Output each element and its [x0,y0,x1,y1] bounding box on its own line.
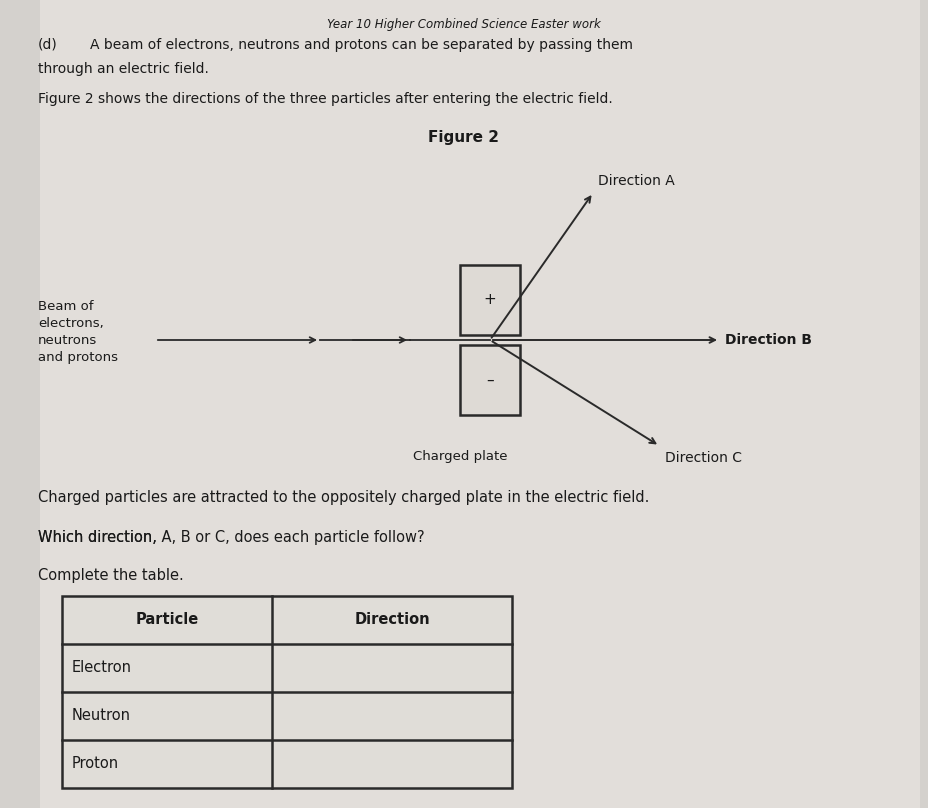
Text: A beam of electrons, neutrons and protons can be separated by passing them: A beam of electrons, neutrons and proton… [90,38,632,52]
Text: Electron: Electron [72,660,132,675]
Text: Charged plate: Charged plate [412,450,507,463]
Text: Proton: Proton [72,756,119,772]
Text: Charged particles are attracted to the oppositely charged plate in the electric : Charged particles are attracted to the o… [38,490,649,505]
Text: Direction A: Direction A [598,174,675,187]
Text: +: + [483,292,496,308]
Text: Year 10 Higher Combined Science Easter work: Year 10 Higher Combined Science Easter w… [327,18,600,31]
Text: Particle: Particle [135,612,199,628]
Text: Direction B: Direction B [724,333,811,347]
Text: –: – [485,372,494,388]
Bar [62,596,511,788]
Text: Beam of
electrons,
neutrons
and protons: Beam of electrons, neutrons and protons [38,300,118,364]
Text: through an electric field.: through an electric field. [38,62,209,76]
Text: Figure 2 shows the directions of the three particles after entering the electric: Figure 2 shows the directions of the thr… [38,92,612,106]
Bar [62,596,511,788]
Text: Direction: Direction [354,612,430,628]
Text: Neutron: Neutron [72,709,131,723]
Bar [459,345,520,415]
Text: (d): (d) [38,38,58,52]
Text: Figure 2: Figure 2 [428,130,499,145]
Text: Complete the table.: Complete the table. [38,568,184,583]
Text: Which direction, ​A​, ​B​ or ​C​, does each particle follow?: Which direction, ​A​, ​B​ or ​C​, does e… [38,530,424,545]
Bar [459,265,520,335]
Text: Direction C: Direction C [664,451,741,465]
Text: Which direction,: Which direction, [38,530,161,545]
